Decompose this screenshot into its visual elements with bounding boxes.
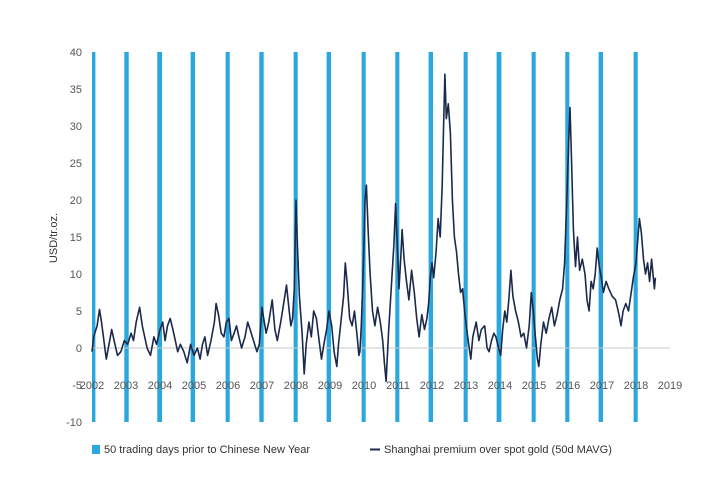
y-axis-label: USD/tr.oz. [48,213,60,263]
y-tick-2: 30 [70,121,82,133]
x-tick-7: 2009 [318,380,342,392]
x-tick-12: 2014 [488,380,512,392]
x-tick-2: 2004 [148,380,172,392]
premium-line [91,73,657,383]
legend-swatch-bands [92,445,100,454]
cny-band-13 [531,52,536,422]
x-tick-17: 2019 [658,380,682,392]
legend: 50 trading days prior to Chinese New Yea… [92,444,612,456]
y-tick-5: 15 [70,232,82,244]
cny-band-4 [225,52,230,422]
x-tick-4: 2006 [216,380,240,392]
cny-band-1 [124,52,129,422]
y-tick-6: 10 [70,269,82,281]
x-tick-10: 2012 [420,380,444,392]
cny-band-10 [428,52,434,422]
y-tick-labels: 40 35 30 25 20 15 10 5 0 -5 -10 [66,47,82,429]
cny-band-0 [92,52,96,422]
cny-band-15 [598,52,604,422]
y-tick-7: 5 [76,306,82,318]
x-tick-14: 2016 [556,380,580,392]
x-tick-labels: 2002 2003 2004 2005 2006 2007 2008 2009 2010 2011… [80,380,682,392]
legend-label-bands: 50 trading days prior to Chinese New Yea… [104,444,310,456]
x-tick-0: 2002 [80,380,104,392]
x-tick-9: 2011 [386,380,410,392]
y-tick-10: -10 [66,417,82,429]
x-tick-3: 2005 [182,380,206,392]
cny-band-14 [565,52,570,422]
y-tick-9: -5 [72,380,82,392]
x-tick-11: 2013 [454,380,478,392]
x-tick-15: 2017 [590,380,614,392]
y-tick-1: 35 [70,84,82,96]
cny-band-12 [496,52,502,422]
x-tick-1: 2003 [114,380,138,392]
y-tick-4: 20 [70,195,82,207]
cny-band-2 [157,52,163,422]
y-tick-0: 40 [70,47,82,59]
x-tick-8: 2010 [352,380,376,392]
x-tick-13: 2015 [522,380,546,392]
cny-band-11 [463,52,468,422]
x-tick-16: 2018 [624,380,648,392]
legend-label-line: Shanghai premium over spot gold (50d MAV… [384,444,612,456]
cny-band-7 [326,52,332,422]
premium-line-layer [91,73,657,383]
cny-band-3 [190,52,196,422]
x-tick-6: 2008 [284,380,308,392]
y-tick-3: 25 [70,158,82,170]
cny-band-5 [259,52,264,422]
x-tick-5: 2007 [250,380,274,392]
cny-band-16 [633,52,638,422]
y-tick-8: 0 [76,343,82,355]
